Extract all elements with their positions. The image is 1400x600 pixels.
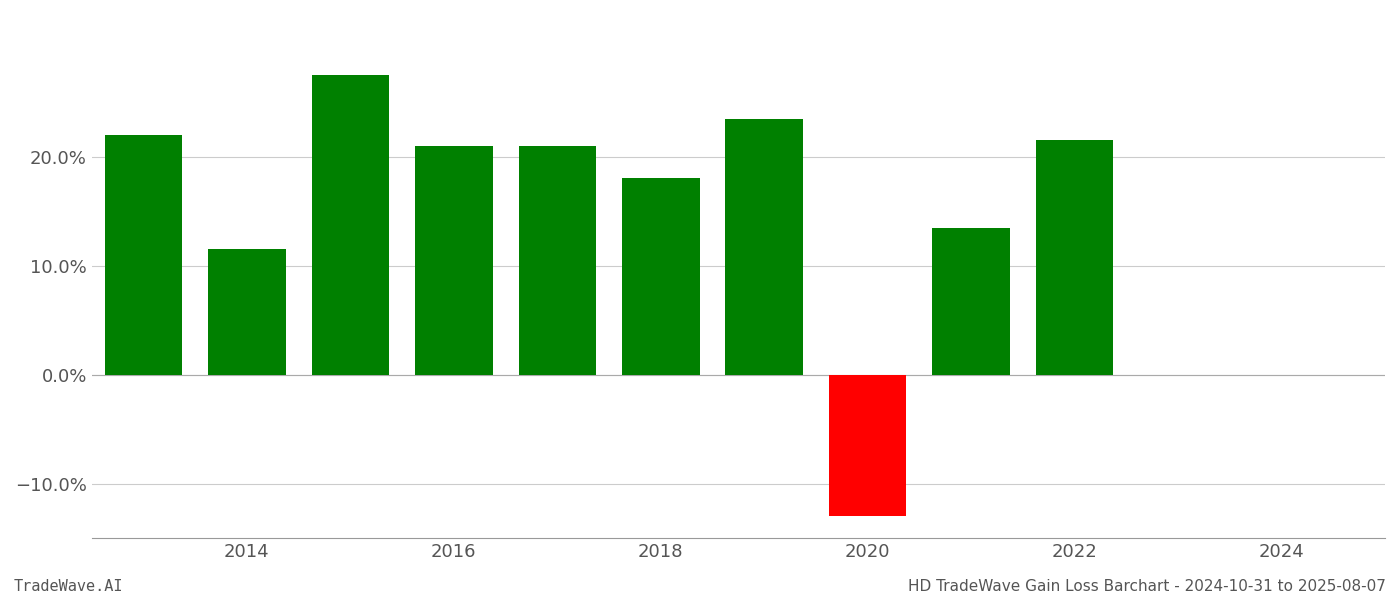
Bar — [932, 227, 1009, 374]
Bar — [105, 135, 182, 374]
Bar — [518, 146, 596, 374]
Bar — [725, 119, 804, 374]
Bar — [829, 374, 906, 517]
Bar — [622, 178, 700, 374]
Text: TradeWave.AI: TradeWave.AI — [14, 579, 123, 594]
Bar — [312, 75, 389, 374]
Bar — [1036, 140, 1113, 374]
Bar — [209, 250, 286, 374]
Text: HD TradeWave Gain Loss Barchart - 2024-10-31 to 2025-08-07: HD TradeWave Gain Loss Barchart - 2024-1… — [909, 579, 1386, 594]
Bar — [414, 146, 493, 374]
